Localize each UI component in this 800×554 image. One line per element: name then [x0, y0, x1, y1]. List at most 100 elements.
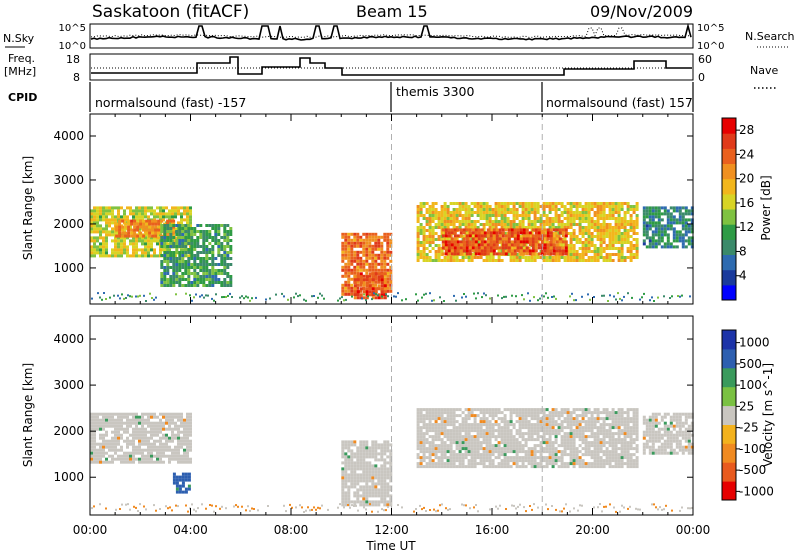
colorbar-swatch	[722, 148, 736, 164]
y-tick-label: 3000	[53, 378, 84, 392]
colorbar-swatch	[722, 269, 736, 286]
x-tick-label: 04:00	[173, 523, 208, 537]
colorbar-swatch	[722, 193, 736, 210]
power-panel: 1000 2000 3000 4000 Slant Range [km]	[21, 113, 694, 305]
x-tick-label: 16:00	[475, 523, 510, 537]
velocity-time-markers	[391, 316, 543, 515]
power-region-8	[642, 206, 694, 249]
colorbar-tick-label: 8	[739, 244, 747, 258]
colorbar-swatch	[722, 330, 736, 350]
cpid-panel: CPID normalsound (fast) -157 themis 3300…	[8, 82, 694, 112]
frequency-line	[91, 56, 692, 76]
velocity-region-3	[341, 440, 393, 507]
noise-left-tick-top: 10^5	[59, 23, 86, 34]
colorbar-swatch	[722, 443, 736, 463]
velocity-data-marks	[90, 408, 694, 513]
colorbar-swatch	[722, 239, 736, 255]
colorbar-tick-label: -500	[739, 463, 766, 477]
freq-left-tick-bottom: 8	[73, 71, 80, 84]
colorbar-swatch	[722, 462, 736, 482]
velocity-region-4	[416, 408, 639, 469]
power-data-marks	[90, 202, 694, 302]
y-tick-label: 1000	[53, 261, 84, 275]
velocity-x-ticks: 00:00 04:00 08:00 12:00 16:00 20:00 00:00	[73, 316, 711, 537]
x-tick-label: 08:00	[274, 523, 309, 537]
nave-right-tick-bottom: 0	[698, 71, 705, 84]
power-colorbar: 4 8 12 16 20 24 28 Power [dB]	[721, 117, 773, 301]
colorbar-tick-label: 16	[739, 196, 754, 210]
colorbar-swatch	[722, 386, 736, 407]
freq-label-2: [MHz]	[4, 65, 36, 78]
y-tick-label: 4000	[53, 129, 84, 143]
noise-right-label: N.Search	[745, 30, 795, 43]
cpid-segment-3: normalsound (fast) 157	[546, 95, 693, 110]
colorbar-swatch	[722, 133, 736, 149]
freq-label-1: Freq.	[8, 52, 35, 65]
colorbar-tick-label: 500	[739, 357, 762, 371]
cpid-label: CPID	[8, 91, 37, 104]
x-tick-label: 00:00	[676, 523, 711, 537]
noise-panel: N.Sky 10^5 10^0 10^5 10^0 N.Search	[3, 22, 795, 52]
y-tick-label: 2000	[53, 217, 84, 231]
colorbar-swatch	[722, 254, 736, 271]
beam-label: Beam 15	[356, 2, 428, 21]
freq-left-tick-top: 18	[66, 53, 80, 66]
noise-sky-line	[90, 22, 692, 41]
power-ylabel: Slant Range [km]	[21, 156, 35, 260]
date-label: 09/Nov/2009	[590, 2, 693, 21]
nave-right-label: Nave	[750, 64, 778, 77]
power-region-5	[353, 272, 387, 300]
colorbar-tick-label: -25	[739, 421, 759, 435]
velocity-region-1	[90, 412, 192, 464]
colorbar-swatch	[722, 178, 736, 195]
colorbar-tick-label: 20	[739, 172, 754, 186]
colorbar-swatch	[722, 209, 736, 225]
velocity-region-2	[172, 472, 191, 494]
y-tick-label: 3000	[53, 173, 84, 187]
velocity-region-5	[642, 412, 694, 455]
y-tick-label: 2000	[53, 424, 84, 438]
colorbar-swatch	[722, 367, 736, 388]
x-tick-label: 00:00	[73, 523, 108, 537]
y-tick-label: 1000	[53, 470, 84, 484]
colorbar-tick-label: 4	[739, 269, 747, 283]
colorbar-tick-label: 25	[739, 399, 754, 413]
velocity-y-ticks: 1000 2000 3000 4000	[53, 332, 693, 484]
figure-title: Saskatoon (fitACF)	[92, 2, 249, 22]
colorbar-swatch	[722, 405, 736, 425]
power-region-3	[160, 224, 233, 287]
velocity-colorbar-label: Velocity [m s^-1]	[761, 363, 775, 467]
colorbar-swatch	[722, 163, 736, 180]
y-tick-label: 4000	[53, 332, 84, 346]
noise-left-tick-bottom: 10^0	[59, 41, 86, 52]
colorbar-tick-label: 28	[739, 123, 754, 137]
colorbar-tick-label: 1000	[739, 336, 770, 350]
power-time-markers	[391, 114, 543, 304]
velocity-colorbar: 1000 500 100 25 -25 -100 -500 -1000 Velocity [m…	[721, 329, 775, 501]
colorbar-swatch	[722, 118, 736, 134]
nave-right-tick-top: 60	[698, 53, 712, 66]
velocity-ylabel: Slant Range [km]	[21, 363, 35, 467]
power-y-ticks: 1000 2000 3000 4000	[53, 129, 693, 275]
power-near-range-speckle	[91, 292, 691, 302]
noise-left-label: N.Sky	[3, 32, 35, 45]
colorbar-swatch	[722, 348, 736, 369]
colorbar-swatch	[722, 224, 736, 240]
velocity-xlabel: Time UT	[365, 539, 416, 553]
power-region-7	[441, 228, 568, 256]
velocity-panel: 1000 2000 3000 4000 Slant Range [km] 00:00 0…	[21, 315, 711, 553]
cpid-segment-2: themis 3300	[396, 84, 475, 99]
colorbar-swatch	[722, 424, 736, 444]
colorbar-tick-label: -1000	[739, 484, 774, 498]
noise-right-tick-bottom: 10^0	[697, 41, 724, 52]
colorbar-tick-label: 100	[739, 378, 762, 392]
colorbar-tick-label: 12	[739, 220, 754, 234]
colorbar-swatch	[722, 284, 736, 301]
power-colorbar-label: Power [dB]	[759, 175, 773, 240]
colorbar-swatch	[722, 481, 736, 501]
x-tick-label: 20:00	[575, 523, 610, 537]
colorbar-tick-label: -100	[739, 442, 766, 456]
velocity-near-range-speckle	[91, 503, 693, 513]
power-x-ticks	[89, 114, 694, 304]
